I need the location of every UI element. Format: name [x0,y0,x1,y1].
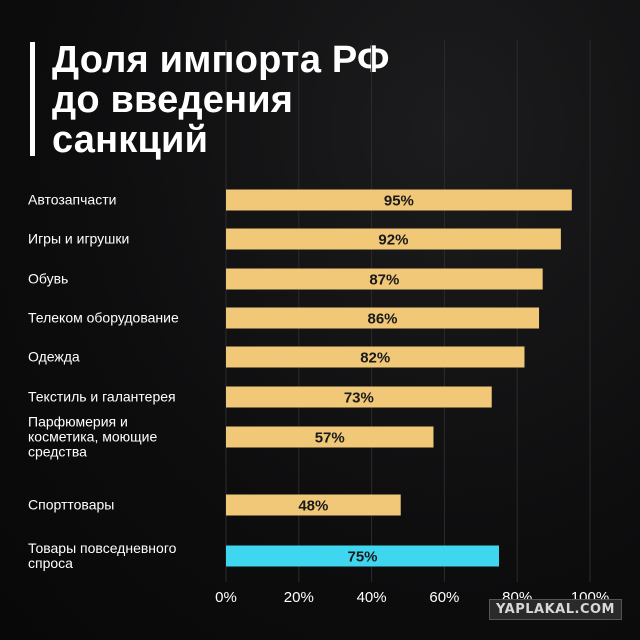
category-label-7-0: Спорттовары [28,497,114,513]
category-label-2-0: Обувь [28,271,68,287]
bar-value-label-6: 57% [315,430,345,447]
title-line-2: до введения [52,79,294,121]
category-label-4-0: Одежда [28,349,80,365]
bar-5 [226,386,492,408]
bar-7 [226,494,401,516]
x-tick-label-1: 20% [284,589,314,606]
bar-0 [226,189,572,211]
category-label-8-0: Товары повседневного [28,540,177,556]
watermark-logo: YAPLAKAL.COM [489,599,622,620]
bar-value-label-5: 73% [344,390,374,407]
bar-value-label-3: 86% [368,311,398,328]
title-accent-bar [30,42,35,156]
bar-value-label-1: 92% [378,232,408,249]
category-label-8-1: спроса [28,555,73,571]
bar-value-label-7: 48% [298,498,328,515]
bar-4 [226,346,525,368]
title-line-3: санкций [52,119,209,161]
title-line-1: Доля импорта РФ [52,39,390,81]
category-label-6-2: средства [28,444,87,460]
bar-value-label-4: 82% [360,350,390,367]
bar-6 [226,426,434,448]
bar-value-label-0: 95% [384,193,414,210]
category-label-6-1: косметика, моющие [28,429,157,445]
bar-2 [226,268,543,290]
bar-value-label-8: 75% [347,549,377,566]
chart-title: Доля импорта РФ до введения санкций [52,40,612,160]
category-label-3-0: Телеком оборудование [28,310,179,326]
bar-value-label-2: 87% [369,272,399,289]
bar-1 [226,228,561,250]
x-tick-label-3: 60% [429,589,459,606]
category-label-6-0: Парфюмерия и [28,414,128,430]
bar-8 [226,545,499,567]
category-label-0-0: Автозапчасти [28,192,116,208]
category-label-5-0: Текстиль и галантерея [28,389,176,405]
bar-3 [226,307,540,329]
x-tick-label-0: 0% [215,589,237,606]
category-label-1-0: Игры и игрушки [28,231,129,247]
x-tick-label-2: 40% [357,589,387,606]
